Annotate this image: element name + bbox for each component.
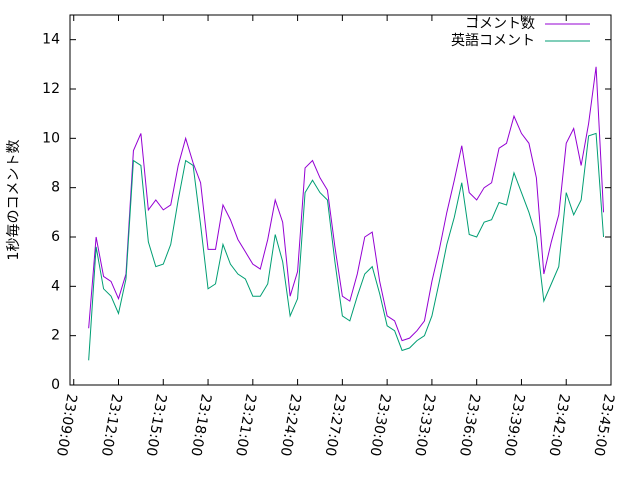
- y-tick-label: 0: [51, 377, 60, 393]
- x-tick-label: 23:30:00: [366, 393, 393, 458]
- x-tick-label: 23:39:00: [501, 393, 528, 458]
- x-tick-label: 23:45:00: [590, 393, 617, 458]
- plot-border: [69, 14, 612, 386]
- y-tick-label: 2: [51, 328, 60, 344]
- y-tick-label: 4: [51, 278, 60, 294]
- x-tick-label: 23:27:00: [322, 393, 349, 458]
- y-tick-label: 14: [42, 32, 60, 48]
- y-tick-label: 6: [51, 229, 60, 245]
- legend-label: コメント数: [465, 16, 535, 32]
- legend-label: 英語コメント: [451, 32, 535, 49]
- series-line: [88, 66, 605, 342]
- x-tick-label: 23:18:00: [187, 393, 214, 458]
- x-tick-label: 23:12:00: [98, 393, 125, 458]
- series-line: [88, 132, 605, 361]
- y-tick-label: 8: [51, 180, 60, 196]
- x-tick-label: 23:21:00: [232, 393, 259, 458]
- x-tick-label: 23:36:00: [456, 393, 483, 458]
- y-tick-label: 10: [42, 130, 60, 146]
- x-tick-label: 23:15:00: [142, 393, 169, 458]
- x-tick-label: 23:09:00: [53, 393, 80, 458]
- x-tick-label: 23:33:00: [411, 393, 438, 458]
- x-tick-label: 23:42:00: [545, 393, 572, 458]
- x-tick-label: 23:24:00: [277, 393, 304, 458]
- y-tick-label: 12: [42, 81, 60, 97]
- y-axis-label: 1秒毎のコメント数: [6, 140, 22, 261]
